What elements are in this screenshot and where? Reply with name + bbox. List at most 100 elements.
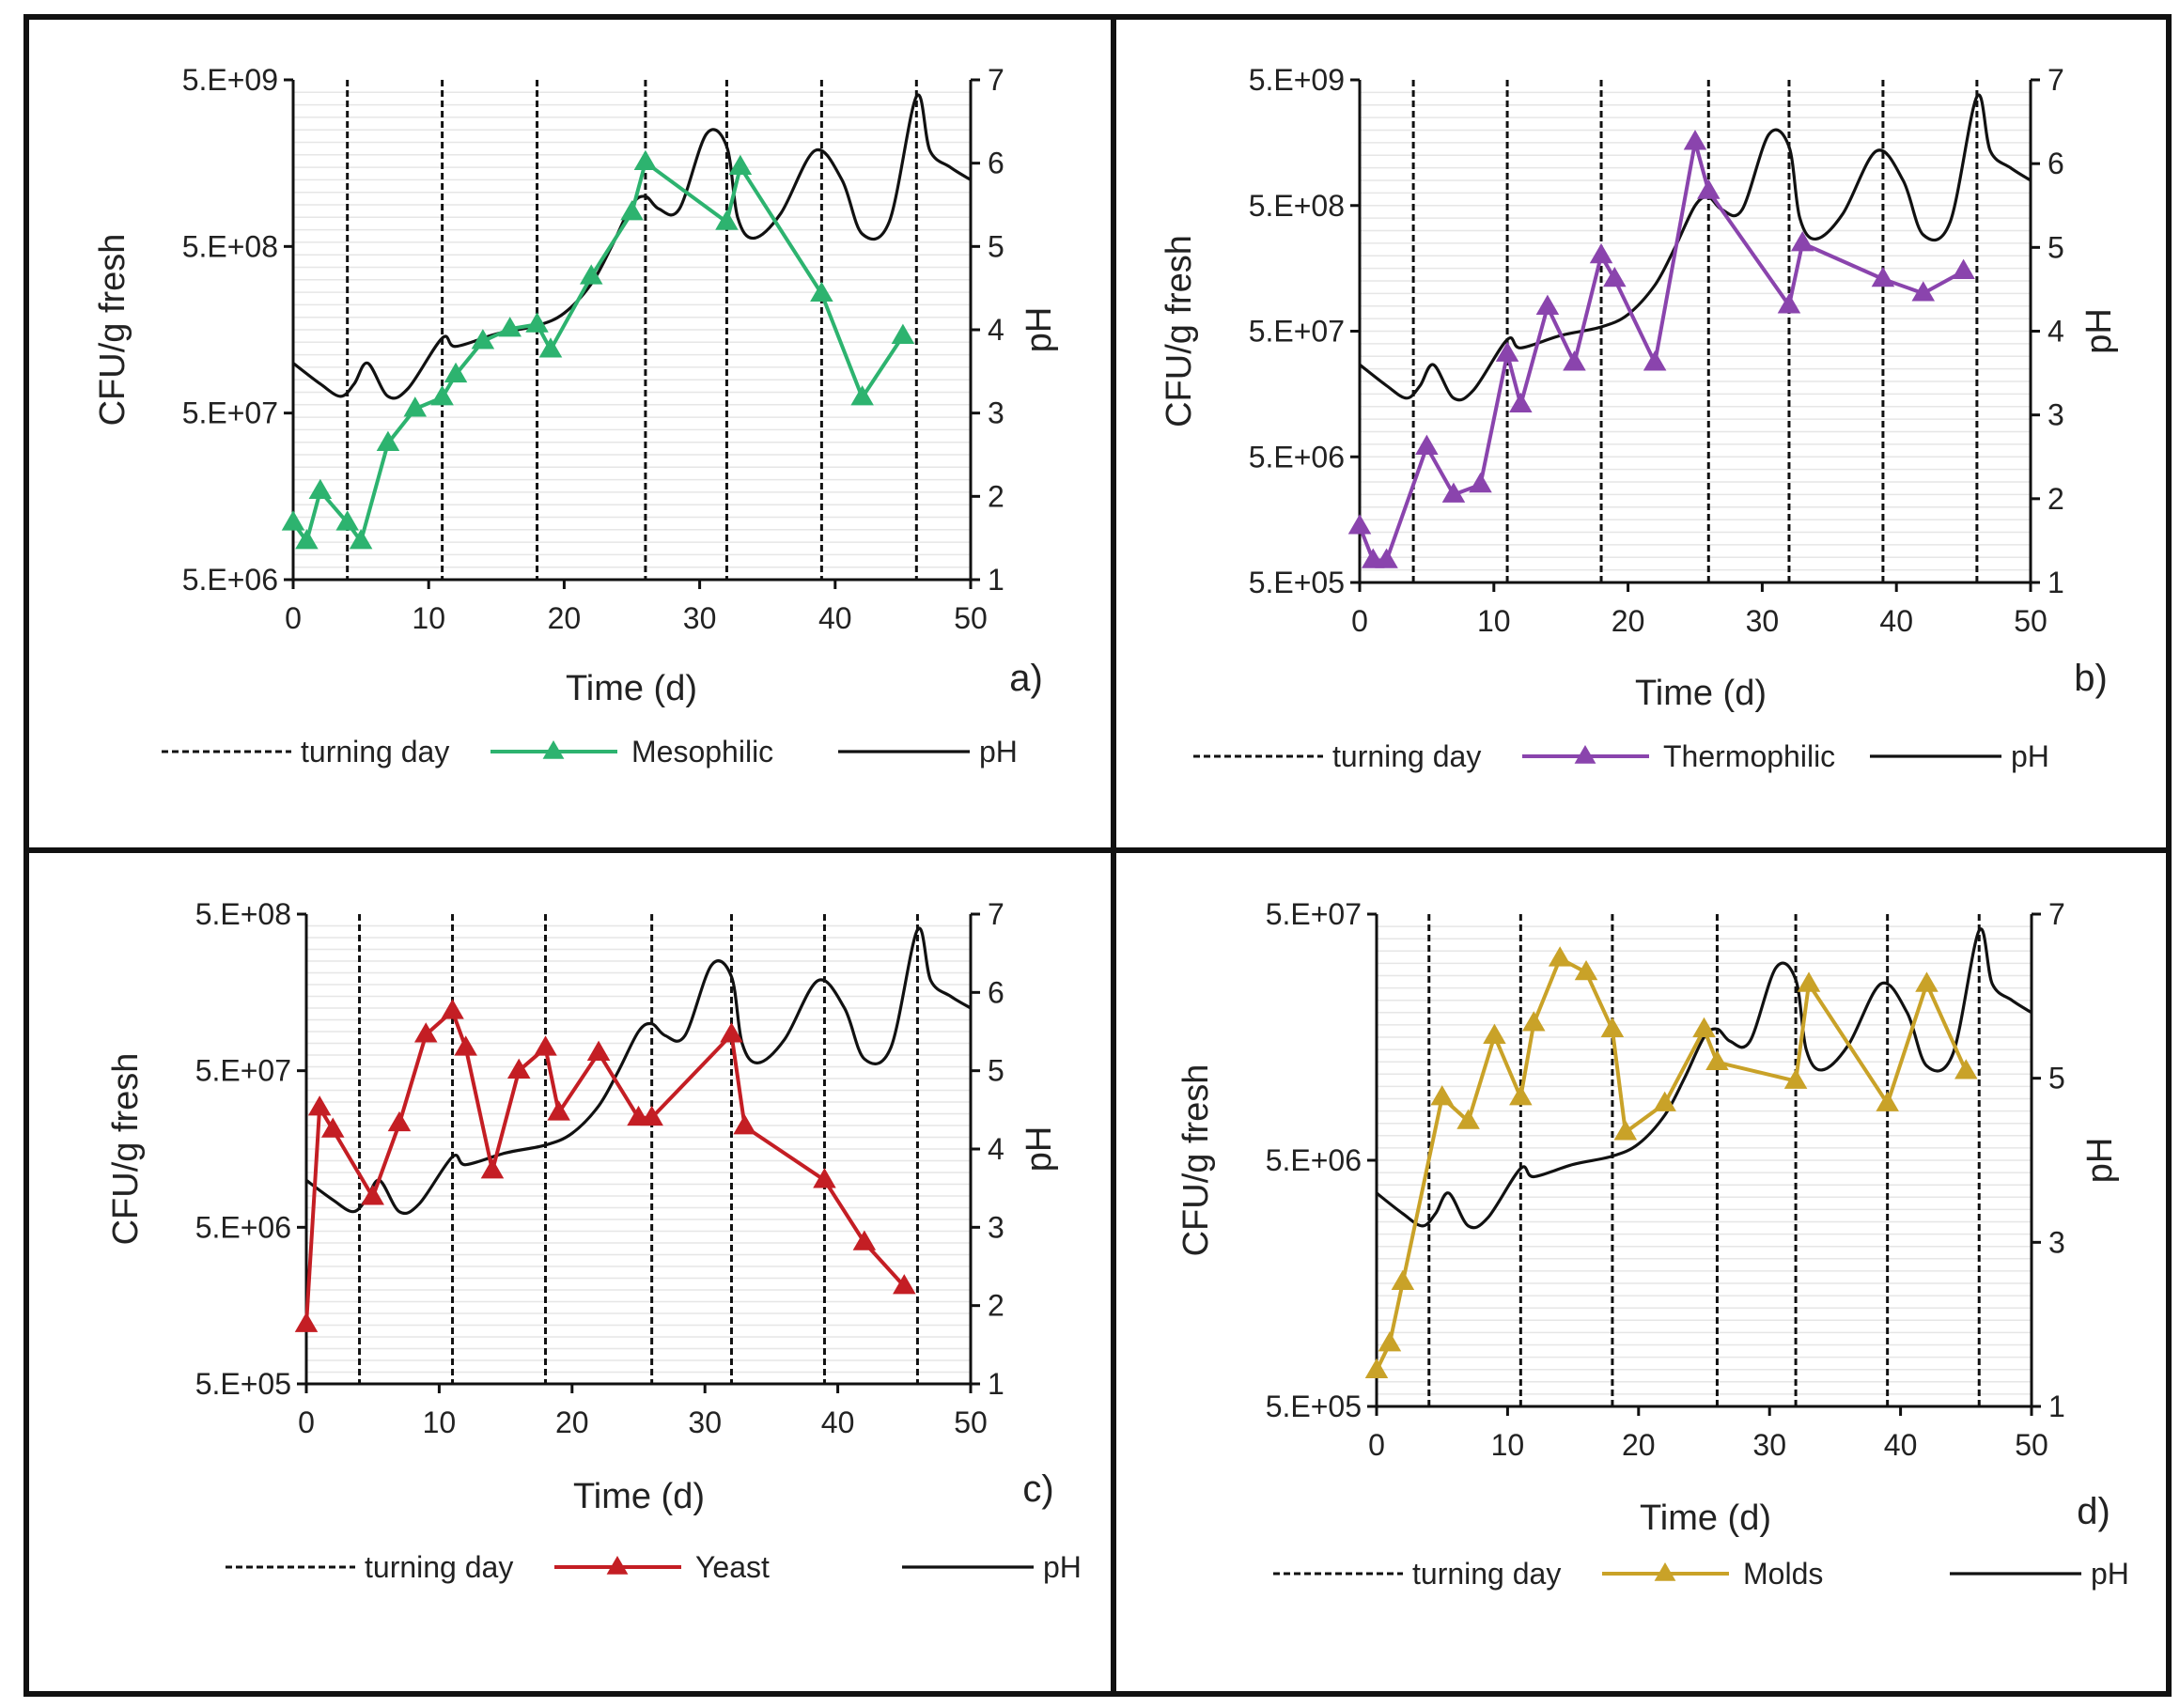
x-tick-label: 50 bbox=[2015, 1428, 2048, 1462]
legend-turning-label: turning day bbox=[365, 1550, 513, 1584]
molds-marker bbox=[1391, 1269, 1415, 1290]
y-tick-label: 5.E+08 bbox=[1249, 189, 1345, 223]
legend: turning day Thermophilic pH bbox=[1193, 739, 2049, 773]
y2-tick-label: 1 bbox=[988, 563, 1004, 597]
legend-series-marker bbox=[1654, 1562, 1676, 1581]
legend-series-label: Molds bbox=[1743, 1557, 1823, 1591]
x-tick-label: 30 bbox=[1746, 604, 1780, 638]
thermophilic-marker bbox=[1375, 548, 1398, 568]
yeast-marker bbox=[534, 1035, 557, 1056]
legend-ph-label: pH bbox=[2091, 1557, 2129, 1591]
mesophilic-marker bbox=[308, 478, 333, 500]
molds-marker bbox=[1653, 1091, 1676, 1111]
molds-marker bbox=[1692, 1017, 1716, 1038]
figure-frame bbox=[23, 14, 2172, 1697]
y-tick-label: 5.E+08 bbox=[195, 897, 291, 931]
panel-label: b) bbox=[2074, 658, 2108, 699]
x-tick-label: 10 bbox=[1491, 1428, 1525, 1462]
yeast-marker bbox=[506, 1058, 531, 1079]
legend: turning day Mesophilic pH bbox=[162, 735, 1018, 769]
panel-label: a) bbox=[1009, 658, 1043, 699]
gridlines bbox=[1360, 91, 2031, 571]
yeast-marker bbox=[547, 1100, 570, 1121]
y-tick-label: 5.E+06 bbox=[1266, 1143, 1362, 1177]
legend-series-label: Mesophilic bbox=[631, 735, 773, 769]
mesophilic-marker bbox=[810, 281, 833, 302]
legend-turning-label: turning day bbox=[301, 735, 449, 769]
y2-tick-label: 4 bbox=[988, 1132, 1004, 1166]
mesophilic-marker bbox=[850, 385, 874, 406]
yeast-line bbox=[304, 1009, 906, 1325]
y2-tick-label: 3 bbox=[2048, 398, 2064, 432]
thermophilic-marker bbox=[1643, 350, 1667, 371]
mesophilic-marker bbox=[579, 264, 603, 285]
legend-series-marker bbox=[606, 1556, 629, 1575]
thermophilic-marker bbox=[1347, 514, 1372, 535]
y2-axis-title: pH bbox=[1020, 307, 1059, 353]
molds-marker bbox=[1915, 971, 1939, 992]
legend: turning day Molds pH bbox=[1273, 1557, 2129, 1591]
mesophilic-marker bbox=[525, 312, 549, 333]
y2-tick-label: 3 bbox=[988, 396, 1004, 430]
ph-line bbox=[305, 926, 972, 1216]
x-axis-title: Time (d) bbox=[1635, 674, 1767, 713]
y2-tick-label: 4 bbox=[988, 313, 1004, 347]
y-tick-label: 5.E+05 bbox=[1266, 1390, 1362, 1423]
ph-line bbox=[292, 93, 972, 400]
y-axis-title: CFU/g fresh bbox=[1160, 235, 1199, 427]
y2-tick-label: 1 bbox=[988, 1367, 1004, 1401]
mesophilic-marker bbox=[376, 430, 400, 451]
x-axis-title: Time (d) bbox=[566, 669, 697, 708]
thermophilic-marker bbox=[1683, 130, 1707, 150]
y2-axis-title: pH bbox=[2079, 308, 2119, 354]
y-tick-label: 5.E+09 bbox=[1249, 63, 1345, 97]
yeast-marker bbox=[586, 1040, 611, 1061]
legend-ph-label: pH bbox=[2011, 739, 2049, 773]
y2-tick-label: 7 bbox=[2048, 897, 2065, 931]
legend-series-marker bbox=[1574, 745, 1596, 764]
mesophilic-marker bbox=[498, 317, 522, 337]
thermophilic-marker bbox=[1509, 392, 1533, 413]
thermophilic-marker bbox=[1790, 231, 1814, 252]
y2-tick-label: 7 bbox=[988, 63, 1004, 97]
thermophilic-marker bbox=[1871, 266, 1895, 287]
y-tick-label: 5.E+05 bbox=[1249, 566, 1345, 599]
panel-label: c) bbox=[1022, 1468, 1053, 1510]
y-tick-label: 5.E+07 bbox=[1249, 315, 1345, 349]
y-tick-label: 5.E+07 bbox=[195, 1054, 291, 1088]
thermophilic-marker bbox=[1589, 242, 1613, 264]
y-tick-label: 5.E+07 bbox=[1266, 897, 1362, 931]
mesophilic-marker bbox=[620, 200, 644, 221]
ph-line bbox=[1375, 927, 2032, 1230]
x-tick-label: 0 bbox=[298, 1405, 315, 1439]
thermophilic-line bbox=[1358, 140, 1965, 563]
thermophilic-marker bbox=[1469, 472, 1492, 493]
mesophilic-marker bbox=[715, 210, 739, 230]
molds-marker bbox=[1430, 1085, 1454, 1106]
x-tick-label: 0 bbox=[1351, 604, 1368, 638]
yeast-marker bbox=[813, 1168, 836, 1188]
y2-tick-label: 3 bbox=[988, 1210, 1004, 1244]
mesophilic-marker bbox=[403, 396, 428, 417]
thermophilic-marker bbox=[1952, 258, 1975, 279]
y-tick-label: 5.E+06 bbox=[182, 563, 278, 597]
molds-marker bbox=[1378, 1331, 1402, 1352]
y2-tick-label: 7 bbox=[988, 897, 1004, 931]
molds-marker bbox=[1797, 971, 1821, 992]
molds-marker bbox=[1548, 946, 1572, 967]
x-axis-title: Time (d) bbox=[1640, 1498, 1771, 1538]
x-tick-label: 10 bbox=[412, 601, 445, 635]
x-tick-label: 40 bbox=[818, 601, 852, 635]
x-tick-label: 30 bbox=[683, 601, 717, 635]
x-tick-label: 20 bbox=[555, 1405, 589, 1439]
mesophilic-marker bbox=[295, 529, 319, 550]
yeast-marker bbox=[294, 1312, 319, 1332]
molds-marker bbox=[1783, 1068, 1808, 1089]
legend-ph-label: pH bbox=[1043, 1550, 1082, 1584]
molds-marker bbox=[1876, 1091, 1899, 1111]
molds-marker bbox=[1509, 1085, 1533, 1106]
thermophilic-marker bbox=[1563, 350, 1586, 371]
molds-marker bbox=[1364, 1358, 1389, 1379]
y2-tick-label: 2 bbox=[988, 1289, 1004, 1323]
x-tick-label: 0 bbox=[1368, 1428, 1385, 1462]
